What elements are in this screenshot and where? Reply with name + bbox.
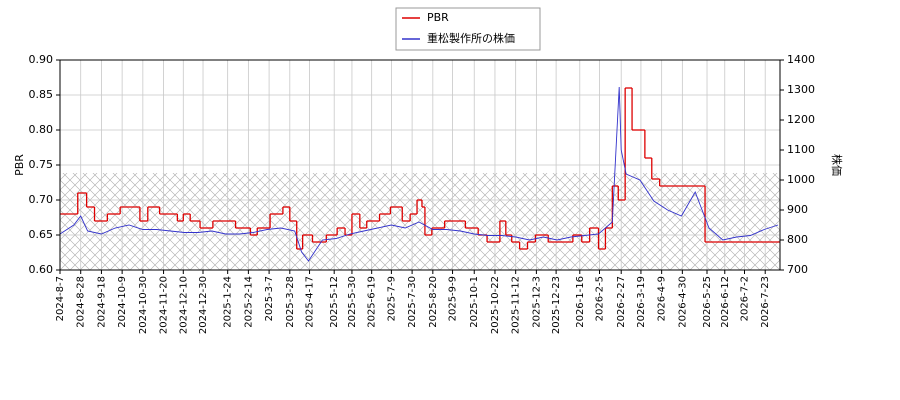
y2-tick-label: 1400 <box>787 53 815 66</box>
x-tick-label: 2026-3-19 <box>636 276 647 328</box>
x-tick-label: 2026-7-23 <box>760 276 771 328</box>
x-tick-label: 2026-7-2 <box>739 276 750 321</box>
x-tick-label: 2025-4-17 <box>305 276 316 328</box>
x-tick-label: 2026-4-9 <box>657 276 668 321</box>
x-tick-label: 2025-12-3 <box>531 276 542 328</box>
hatched-band <box>60 173 780 270</box>
x-tick-label: 2026-2-27 <box>616 276 627 328</box>
x-tick-label: 2025-10-22 <box>490 276 501 334</box>
y-tick-label: 0.70 <box>29 193 54 206</box>
x-tick-label: 2024-11-20 <box>159 276 170 334</box>
y2-tick-label: 1200 <box>787 113 815 126</box>
x-tick-label: 2025-2-14 <box>243 276 254 328</box>
x-tick-label: 2025-5-30 <box>347 276 358 328</box>
x-tick-label: 2026-2-5 <box>595 276 606 321</box>
x-tick-label: 2024-9-18 <box>96 276 107 328</box>
x-tick-label: 2024-10-30 <box>138 276 149 334</box>
x-tick-label: 2025-1-24 <box>223 276 234 328</box>
legend <box>395 7 541 51</box>
y2-tick-label: 900 <box>787 203 808 216</box>
x-tick-label: 2025-5-12 <box>329 276 340 328</box>
y-tick-label: 0.90 <box>29 53 54 66</box>
x-tick-label: 2025-10-1 <box>469 276 480 328</box>
x-tick-label: 2025-3-7 <box>264 276 275 321</box>
y2-tick-label: 1100 <box>787 143 815 156</box>
x-tick-label: 2026-1-16 <box>575 276 586 328</box>
y2-tick-label: 700 <box>787 263 808 276</box>
x-tick-label: 2025-8-20 <box>428 276 439 328</box>
x-tick-label: 2025-11-12 <box>511 276 522 334</box>
x-tick-label: 2025-6-19 <box>367 276 378 328</box>
x-tick-label: 2026-4-30 <box>677 276 688 328</box>
x-tick-label: 2024-12-30 <box>198 276 209 334</box>
legend-label: PBR <box>427 11 449 24</box>
x-tick-label: 2025-7-30 <box>407 276 418 328</box>
x-tick-label: 2024-8-7 <box>55 276 66 321</box>
x-tick-label: 2026-5-25 <box>702 276 713 328</box>
y-tick-label: 0.60 <box>29 263 54 276</box>
y2-tick-label: 1300 <box>787 83 815 96</box>
x-tick-label: 2024-12-10 <box>178 276 189 334</box>
x-tick-label: 2025-3-28 <box>285 276 296 328</box>
series-line <box>59 86 779 262</box>
y-tick-label: 0.80 <box>29 123 54 136</box>
y2-axis-label: 株価 <box>830 154 844 176</box>
x-tick-label: 2025-12-23 <box>551 276 562 334</box>
x-tick-label: 2025-9-9 <box>448 276 459 321</box>
x-tick-label: 2025-7-9 <box>386 276 397 321</box>
y2-tick-label: 1000 <box>787 173 815 186</box>
legend-label: 重松製作所の株価 <box>427 31 515 45</box>
y-axis-label: PBR <box>13 154 26 176</box>
x-tick-label: 2026-6-12 <box>720 276 731 328</box>
y-tick-label: 0.65 <box>29 228 54 241</box>
x-tick-label: 2024-10-9 <box>117 276 128 328</box>
y-tick-label: 0.75 <box>29 158 54 171</box>
y-tick-label: 0.85 <box>29 88 54 101</box>
y2-tick-label: 800 <box>787 233 808 246</box>
x-tick-label: 2024-8-28 <box>76 276 87 328</box>
